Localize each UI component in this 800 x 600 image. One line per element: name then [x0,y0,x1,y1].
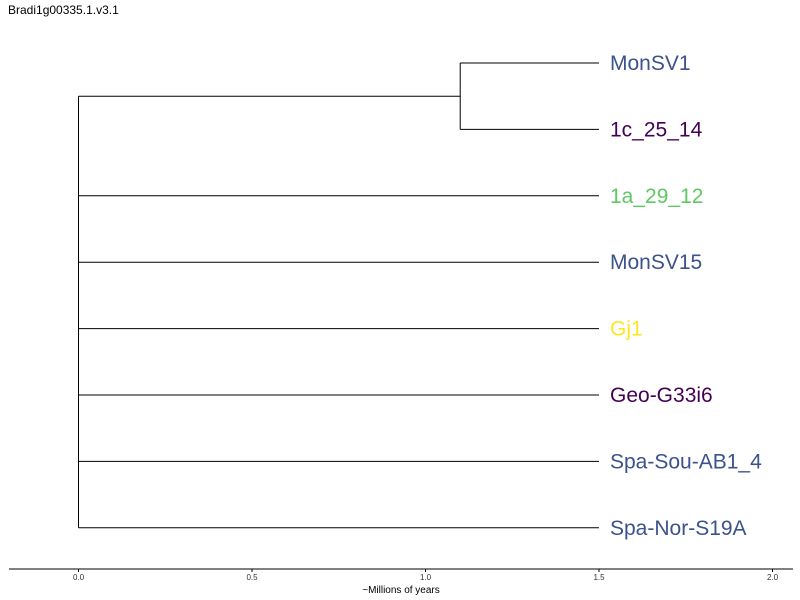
x-axis: 0.0 0.5 1.0 1.5 2.0 ~Millions of years [9,568,793,596]
leaf-label: Spa-Sou-AB1_4 [610,450,762,473]
x-tick-label: 2.0 [767,573,779,582]
tree-branches [78,62,599,529]
x-tick-label: 1.0 [420,573,432,582]
leaf-label: Gj1 [610,318,643,341]
x-tick-label: 0.5 [246,573,258,582]
x-tick-label: 1.5 [593,573,605,582]
x-axis-label: ~Millions of years [362,585,440,596]
leaf-label: 1a_29_12 [610,185,703,208]
leaf-label: Geo-G33i6 [610,384,713,407]
tree-leaf-labels: MonSV1 1c_25_14 1a_29_12 MonSV15 Gj1 Geo-G33i… [610,52,762,540]
tree-title: Bradi1g00335.1.v3.1 [8,3,119,17]
leaf-label: MonSV15 [610,251,702,274]
leaf-label: Spa-Nor-S19A [610,517,747,540]
leaf-label: 1c_25_14 [610,118,703,141]
x-tick-label: 0.0 [73,573,85,582]
leaf-label: MonSV1 [610,52,691,75]
x-axis-ticks: 0.0 0.5 1.0 1.5 2.0 [73,569,779,582]
